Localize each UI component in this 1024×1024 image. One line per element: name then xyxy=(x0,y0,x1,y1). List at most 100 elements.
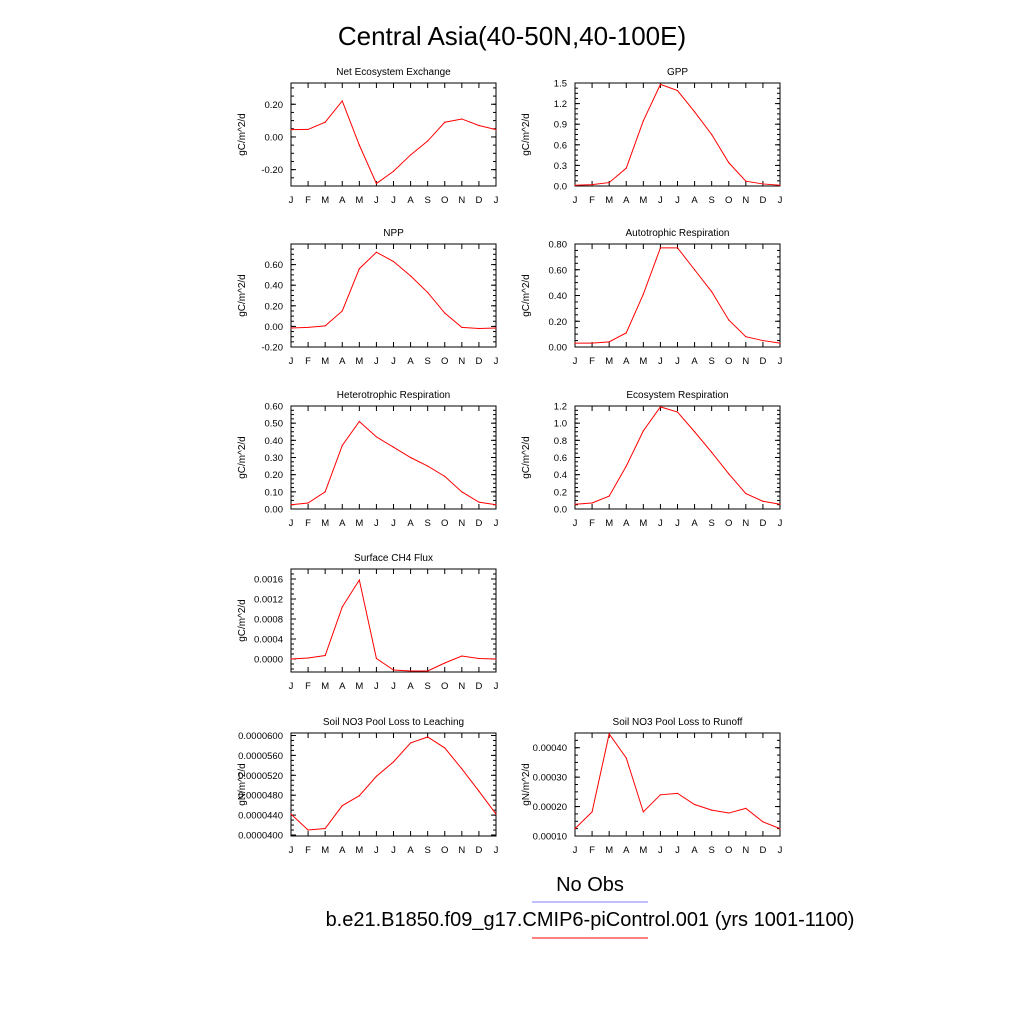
x-tick-label: A xyxy=(691,356,698,367)
data-point xyxy=(427,140,429,142)
plot-frame xyxy=(574,405,781,510)
x-tick-label: F xyxy=(305,845,311,856)
x-tick-label: J xyxy=(494,845,499,856)
x-tick-label: M xyxy=(355,518,363,529)
panel-title: NPP xyxy=(383,228,404,239)
data-point xyxy=(676,247,679,249)
x-tick-label: F xyxy=(589,518,595,529)
data-point xyxy=(495,128,497,131)
x-tick-label: O xyxy=(441,845,448,856)
x-tick-label: J xyxy=(494,681,499,692)
x-tick-label: F xyxy=(305,518,311,529)
x-tick-label: O xyxy=(725,195,732,206)
data-point xyxy=(358,579,360,581)
data-point xyxy=(745,492,747,495)
data-point xyxy=(375,251,378,253)
data-point xyxy=(307,829,309,831)
plot-frame xyxy=(290,732,497,837)
data-point xyxy=(779,184,781,186)
series-line xyxy=(574,83,781,186)
y-axis-label: gN/m^2/d xyxy=(521,763,532,806)
y-tick-label: 0.40 xyxy=(265,436,284,447)
data-point xyxy=(427,670,429,672)
data-point xyxy=(290,327,292,329)
x-tick-label: M xyxy=(321,195,329,206)
y-tick-label: 0.00 xyxy=(265,505,284,516)
data-point xyxy=(693,803,696,806)
data-point xyxy=(358,268,360,270)
x-tick-label: D xyxy=(759,195,766,206)
y-tick-label: 1.0 xyxy=(554,419,567,430)
data-point xyxy=(392,669,395,671)
plot-frame xyxy=(574,243,781,348)
y-axis-label: gC/m^2/d xyxy=(521,113,532,156)
data-point xyxy=(358,795,360,797)
y-tick-label: -0.20 xyxy=(261,165,283,176)
x-tick-label: M xyxy=(321,681,329,692)
plot-frame xyxy=(290,243,497,348)
y-tick-label: 0.50 xyxy=(265,419,284,430)
data-point xyxy=(307,657,309,659)
x-tick-label: J xyxy=(374,518,379,529)
data-point xyxy=(659,247,662,249)
y-tick-label: 0.0012 xyxy=(254,595,283,606)
x-tick-label: F xyxy=(305,195,311,206)
x-tick-label: M xyxy=(355,845,363,856)
x-tick-label: A xyxy=(339,681,346,692)
x-tick-label: S xyxy=(424,518,430,529)
y-tick-label: 0.30 xyxy=(265,453,284,464)
data-point xyxy=(779,503,781,505)
data-point xyxy=(659,83,662,85)
x-tick-label: J xyxy=(573,845,578,856)
series-line xyxy=(290,420,497,506)
x-tick-label: N xyxy=(458,518,465,529)
data-point xyxy=(392,761,395,763)
x-tick-label: F xyxy=(305,356,311,367)
x-tick-label: D xyxy=(475,356,482,367)
x-tick-label: S xyxy=(424,356,430,367)
data-point xyxy=(461,655,463,657)
series-line xyxy=(574,406,781,505)
x-tick-label: A xyxy=(623,845,630,856)
data-point xyxy=(642,811,644,813)
data-point xyxy=(478,657,480,660)
series-line xyxy=(290,736,497,831)
data-point xyxy=(307,128,309,131)
data-point xyxy=(608,341,610,343)
data-point xyxy=(444,475,446,477)
y-tick-label: 0.20 xyxy=(265,301,284,312)
data-point xyxy=(375,436,378,438)
x-tick-label: S xyxy=(708,356,714,367)
x-tick-label: D xyxy=(759,356,766,367)
x-tick-label: O xyxy=(725,356,732,367)
data-point xyxy=(779,342,781,344)
x-tick-label: O xyxy=(725,518,732,529)
data-point xyxy=(392,170,395,172)
y-tick-label: 0.00 xyxy=(549,343,568,354)
y-tick-label: 0.6 xyxy=(554,140,567,151)
y-tick-label: -0.20 xyxy=(261,343,283,354)
x-tick-label: J xyxy=(289,845,294,856)
data-point xyxy=(358,144,360,146)
y-tick-label: 0.0 xyxy=(554,505,567,516)
data-point xyxy=(341,100,343,102)
data-point xyxy=(625,167,627,169)
x-tick-label: J xyxy=(289,356,294,367)
data-point xyxy=(728,162,730,164)
data-point xyxy=(495,504,497,506)
x-tick-label: M xyxy=(355,681,363,692)
data-point xyxy=(444,121,446,123)
y-tick-label: 0.10 xyxy=(265,487,284,498)
x-tick-label: J xyxy=(573,518,578,529)
data-point xyxy=(444,312,446,314)
data-point xyxy=(341,444,343,447)
y-tick-label: 0.0008 xyxy=(254,615,283,626)
data-point xyxy=(444,662,446,664)
x-tick-label: F xyxy=(589,356,595,367)
data-point xyxy=(762,183,764,185)
x-tick-label: M xyxy=(321,845,329,856)
x-tick-label: M xyxy=(605,845,613,856)
